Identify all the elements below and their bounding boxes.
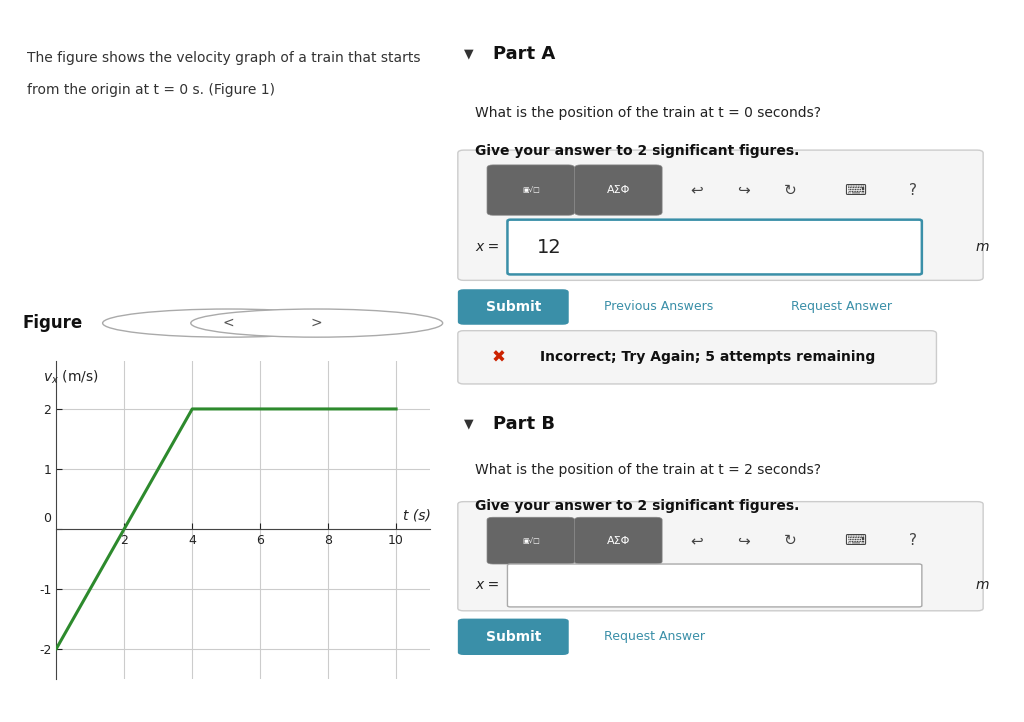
Text: Incorrect; Try Again; 5 attempts remaining: Incorrect; Try Again; 5 attempts remaini…	[540, 350, 874, 365]
Text: ⌨: ⌨	[844, 533, 865, 548]
Text: $v_x$ (m/s): $v_x$ (m/s)	[43, 368, 98, 386]
Text: 1 of 1: 1 of 1	[251, 316, 291, 330]
Text: ↻: ↻	[784, 183, 797, 198]
Text: ▼: ▼	[464, 417, 473, 431]
Text: ↪: ↪	[737, 183, 751, 198]
Text: ✖: ✖	[492, 348, 506, 366]
Text: Previous Answers: Previous Answers	[604, 300, 713, 313]
FancyBboxPatch shape	[487, 165, 574, 215]
Text: Request Answer: Request Answer	[604, 630, 705, 643]
Text: Submit: Submit	[485, 300, 541, 314]
FancyBboxPatch shape	[574, 165, 663, 215]
Text: 12: 12	[537, 238, 561, 257]
Text: from the origin at t = 0 s. (Figure 1): from the origin at t = 0 s. (Figure 1)	[27, 82, 275, 97]
Text: ↪: ↪	[737, 533, 751, 548]
Text: m: m	[976, 578, 989, 592]
Text: Figure: Figure	[23, 314, 83, 332]
FancyBboxPatch shape	[458, 290, 568, 325]
FancyBboxPatch shape	[487, 517, 574, 564]
Text: m: m	[976, 240, 989, 254]
Text: >: >	[311, 316, 323, 330]
Text: ↻: ↻	[784, 533, 797, 548]
Text: AΣΦ: AΣΦ	[606, 185, 630, 195]
Text: What is the position of the train at t = 2 seconds?: What is the position of the train at t =…	[475, 463, 821, 477]
FancyBboxPatch shape	[458, 331, 937, 384]
Text: Give your answer to 2 significant figures.: Give your answer to 2 significant figure…	[475, 144, 800, 158]
Text: x =: x =	[475, 240, 500, 254]
Text: ↩: ↩	[691, 183, 703, 198]
Text: AΣΦ: AΣΦ	[606, 536, 630, 546]
FancyBboxPatch shape	[508, 564, 922, 607]
Text: ▣√□: ▣√□	[522, 537, 540, 544]
FancyBboxPatch shape	[574, 517, 663, 564]
Text: What is the position of the train at t = 0 seconds?: What is the position of the train at t =…	[475, 105, 821, 120]
Text: ?: ?	[909, 183, 918, 198]
Circle shape	[190, 309, 442, 337]
Text: Request Answer: Request Answer	[791, 300, 892, 313]
FancyBboxPatch shape	[458, 150, 983, 280]
Text: Part B: Part B	[493, 415, 555, 433]
FancyBboxPatch shape	[458, 502, 983, 611]
Text: Part A: Part A	[493, 45, 555, 63]
Text: Submit: Submit	[485, 630, 541, 644]
Text: Give your answer to 2 significant figures.: Give your answer to 2 significant figure…	[475, 499, 800, 513]
Text: <: <	[223, 316, 234, 330]
Text: ▼: ▼	[464, 48, 473, 61]
Text: x =: x =	[475, 578, 500, 592]
Circle shape	[102, 309, 354, 337]
Text: 0: 0	[43, 512, 51, 525]
Text: ⌨: ⌨	[844, 183, 865, 198]
FancyBboxPatch shape	[508, 219, 922, 274]
FancyBboxPatch shape	[458, 619, 568, 655]
Text: ?: ?	[909, 533, 918, 548]
Text: t (s): t (s)	[402, 509, 430, 523]
Text: The figure shows the velocity graph of a train that starts: The figure shows the velocity graph of a…	[27, 51, 421, 65]
Text: ↩: ↩	[691, 533, 703, 548]
Text: ▣√□: ▣√□	[522, 187, 540, 193]
